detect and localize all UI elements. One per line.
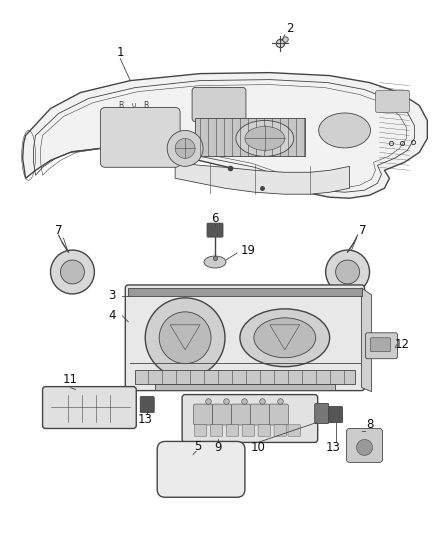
Text: 3: 3 — [109, 289, 116, 302]
FancyBboxPatch shape — [231, 404, 251, 425]
FancyBboxPatch shape — [371, 338, 390, 352]
Circle shape — [357, 439, 372, 455]
Text: 19: 19 — [240, 244, 255, 256]
Circle shape — [326, 250, 370, 294]
FancyBboxPatch shape — [375, 91, 410, 112]
Text: 5: 5 — [194, 440, 202, 453]
Circle shape — [159, 312, 211, 364]
FancyBboxPatch shape — [182, 394, 318, 442]
FancyBboxPatch shape — [212, 404, 231, 425]
FancyBboxPatch shape — [194, 425, 207, 436]
Text: 11: 11 — [63, 373, 78, 386]
FancyBboxPatch shape — [140, 397, 154, 413]
FancyBboxPatch shape — [258, 425, 271, 436]
Text: B: B — [118, 101, 123, 110]
Text: 13: 13 — [138, 413, 153, 426]
FancyBboxPatch shape — [242, 425, 254, 436]
Bar — [128, 288, 361, 296]
FancyBboxPatch shape — [328, 407, 343, 423]
Circle shape — [50, 250, 95, 294]
Text: U: U — [131, 103, 135, 108]
FancyBboxPatch shape — [192, 87, 246, 122]
Circle shape — [167, 131, 203, 166]
Ellipse shape — [319, 113, 371, 148]
Ellipse shape — [254, 318, 316, 358]
FancyBboxPatch shape — [288, 425, 300, 436]
Text: 8: 8 — [366, 418, 373, 431]
Text: 6: 6 — [211, 212, 219, 224]
Circle shape — [145, 298, 225, 378]
Ellipse shape — [204, 256, 226, 268]
FancyBboxPatch shape — [42, 386, 136, 429]
Text: 7: 7 — [55, 224, 62, 237]
FancyBboxPatch shape — [194, 404, 212, 425]
Text: 1: 1 — [117, 46, 124, 59]
FancyBboxPatch shape — [366, 333, 397, 359]
Text: 7: 7 — [359, 224, 366, 237]
Bar — [135, 370, 355, 384]
FancyBboxPatch shape — [210, 425, 223, 436]
Text: 10: 10 — [251, 441, 265, 454]
Text: B: B — [144, 101, 149, 110]
FancyBboxPatch shape — [274, 425, 286, 436]
Bar — [195, 118, 305, 156]
Ellipse shape — [236, 120, 294, 156]
FancyBboxPatch shape — [157, 441, 245, 497]
FancyBboxPatch shape — [251, 404, 269, 425]
FancyBboxPatch shape — [226, 425, 239, 436]
FancyBboxPatch shape — [346, 429, 382, 462]
Circle shape — [60, 260, 85, 284]
Text: 9: 9 — [214, 441, 222, 454]
Circle shape — [336, 260, 360, 284]
FancyBboxPatch shape — [314, 403, 328, 424]
Polygon shape — [361, 288, 371, 392]
Text: 4: 4 — [109, 309, 116, 322]
FancyBboxPatch shape — [269, 404, 288, 425]
Text: 12: 12 — [395, 338, 410, 351]
Text: 13: 13 — [325, 441, 340, 454]
FancyBboxPatch shape — [100, 108, 180, 167]
Bar — [155, 384, 335, 390]
Circle shape — [175, 139, 195, 158]
FancyBboxPatch shape — [207, 223, 223, 237]
Polygon shape — [175, 163, 350, 194]
Ellipse shape — [240, 309, 330, 367]
Ellipse shape — [245, 126, 285, 150]
Polygon shape — [23, 72, 427, 198]
Text: 2: 2 — [286, 22, 293, 35]
FancyBboxPatch shape — [125, 285, 364, 391]
